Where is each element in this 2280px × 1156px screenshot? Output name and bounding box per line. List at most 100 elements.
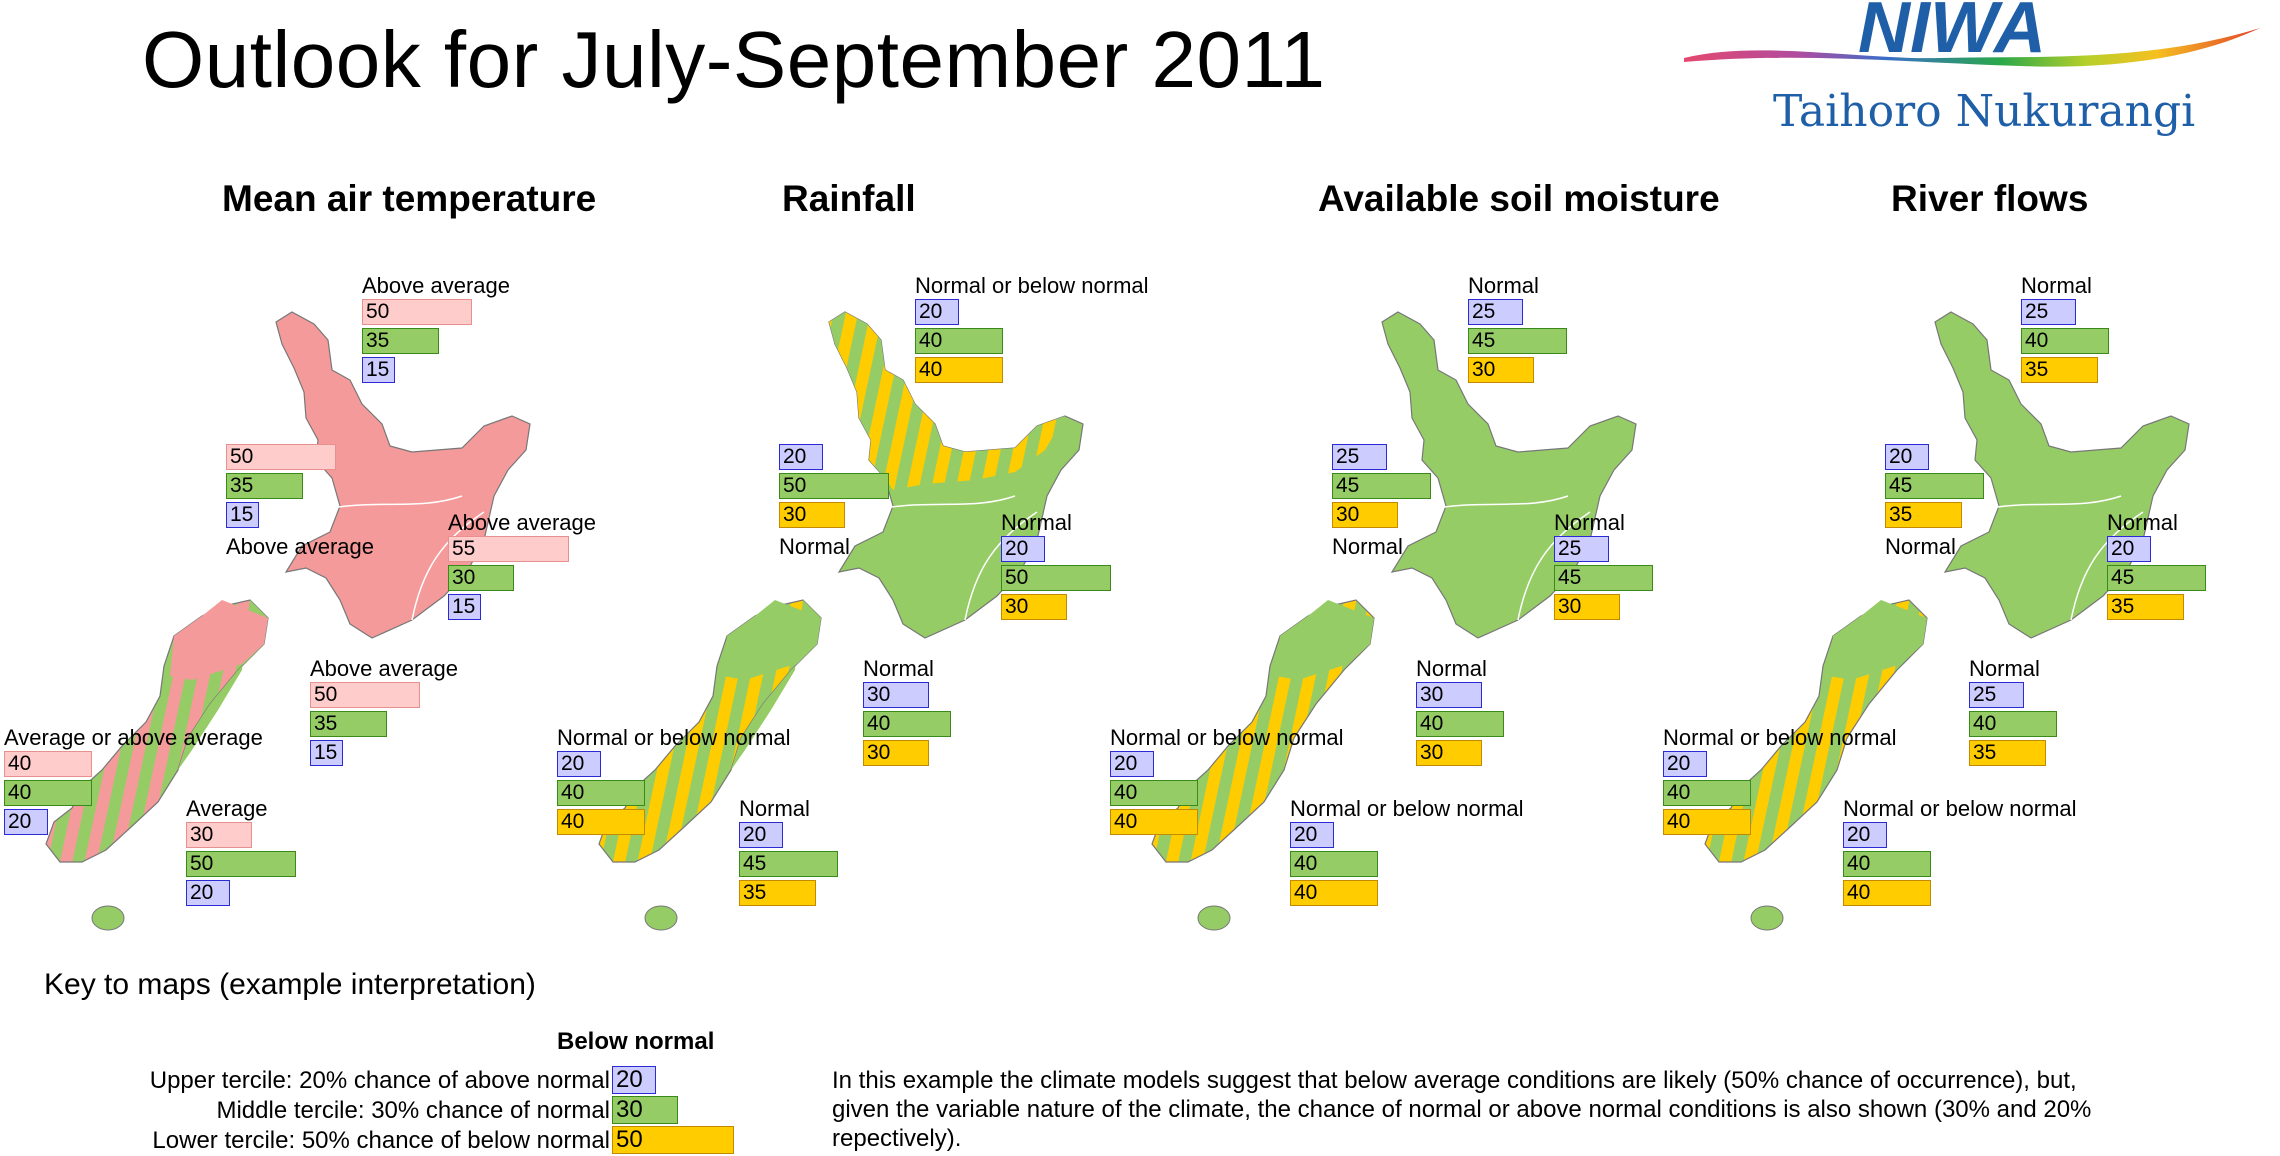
normal-bar: 30 bbox=[448, 565, 514, 591]
normal-bar: 35 bbox=[362, 328, 439, 354]
region-label: Normal or below normal bbox=[557, 725, 791, 750]
above-bar: 50 bbox=[362, 299, 472, 325]
above-bar: 50 bbox=[310, 682, 420, 708]
region-label: Normal bbox=[2107, 510, 2178, 535]
below-bar: 15 bbox=[226, 502, 259, 528]
below-bar: 40 bbox=[1843, 880, 1931, 906]
normal-bar: 40 bbox=[1663, 780, 1751, 806]
temp-map-south bbox=[45, 599, 269, 931]
river-map-south bbox=[1704, 599, 1928, 931]
normal-bar: 35 bbox=[310, 711, 387, 737]
region-label: Normal bbox=[1332, 534, 1403, 559]
region-label: Normal bbox=[1969, 656, 2040, 681]
region-label: Normal or below normal bbox=[1663, 725, 1897, 750]
above-bar: 20 bbox=[739, 822, 783, 848]
above-bar: 20 bbox=[1290, 822, 1334, 848]
below-bar: 30 bbox=[1001, 594, 1067, 620]
below-bar: 35 bbox=[1885, 502, 1962, 528]
region-label: Normal or below normal bbox=[915, 273, 1149, 298]
below-bar: 40 bbox=[1290, 880, 1378, 906]
above-bar: 20 bbox=[1110, 751, 1154, 777]
svg-text:NIWA: NIWA bbox=[1858, 0, 2046, 68]
region-label: Normal or below normal bbox=[1843, 796, 2077, 821]
normal-bar: 45 bbox=[1332, 473, 1431, 499]
normal-bar: 40 bbox=[1843, 851, 1931, 877]
soil-map-islands bbox=[1381, 311, 1637, 639]
above-bar: 25 bbox=[2021, 299, 2076, 325]
logo-subtitle: Taihoro Nukurangi bbox=[1773, 86, 2196, 137]
niwa-logo: NIWA bbox=[1684, 0, 2260, 68]
below-bar: 35 bbox=[2021, 357, 2098, 383]
normal-bar: 45 bbox=[1468, 328, 1567, 354]
region-label: Above average bbox=[226, 534, 374, 559]
region-label: Normal bbox=[863, 656, 934, 681]
normal-bar: 40 bbox=[1290, 851, 1378, 877]
below-bar: 30 bbox=[863, 740, 929, 766]
below-bar: 30 bbox=[1554, 594, 1620, 620]
map-title-temperature: Mean air temperature bbox=[222, 178, 597, 219]
below-bar: 35 bbox=[739, 880, 816, 906]
below-bar: 40 bbox=[557, 809, 645, 835]
key-row-upper: Upper tercile: 20% chance of above norma… bbox=[149, 1067, 610, 1094]
above-bar: 30 bbox=[863, 682, 929, 708]
key-title: Key to maps (example interpretation) bbox=[44, 968, 536, 1001]
above-bar: 30 bbox=[186, 822, 252, 848]
key-bar-lower: 50 bbox=[612, 1126, 734, 1154]
above-bar: 20 bbox=[1001, 536, 1045, 562]
normal-bar: 40 bbox=[915, 328, 1003, 354]
below-bar: 20 bbox=[186, 880, 230, 906]
page-title: Outlook for July-September 2011 bbox=[142, 15, 1326, 104]
below-bar: 15 bbox=[310, 740, 343, 766]
above-bar: 25 bbox=[1969, 682, 2024, 708]
above-bar: 40 bbox=[4, 751, 92, 777]
above-bar: 25 bbox=[1468, 299, 1523, 325]
normal-bar: 40 bbox=[557, 780, 645, 806]
normal-bar: 40 bbox=[1416, 711, 1504, 737]
normal-bar: 40 bbox=[1110, 780, 1198, 806]
normal-bar: 35 bbox=[226, 473, 303, 499]
key-row-middle: Middle tercile: 30% chance of normal bbox=[216, 1097, 610, 1124]
above-bar: 25 bbox=[1332, 444, 1387, 470]
above-bar: 20 bbox=[915, 299, 959, 325]
region-label: Normal bbox=[1001, 510, 1072, 535]
below-bar: 35 bbox=[2107, 594, 2184, 620]
key-bar-middle: 30 bbox=[612, 1096, 678, 1124]
normal-bar: 50 bbox=[186, 851, 296, 877]
normal-bar: 45 bbox=[2107, 565, 2206, 591]
map-title-river-flows: River flows bbox=[1891, 178, 2089, 219]
below-bar: 30 bbox=[1468, 357, 1534, 383]
normal-bar: 50 bbox=[1001, 565, 1111, 591]
above-bar: 20 bbox=[557, 751, 601, 777]
below-bar: 15 bbox=[362, 357, 395, 383]
below-bar: 40 bbox=[1663, 809, 1751, 835]
above-bar: 30 bbox=[1416, 682, 1482, 708]
normal-bar: 45 bbox=[1554, 565, 1653, 591]
region-label: Normal bbox=[1554, 510, 1625, 535]
normal-bar: 40 bbox=[863, 711, 951, 737]
below-bar: 30 bbox=[1332, 502, 1398, 528]
above-bar: 25 bbox=[1554, 536, 1609, 562]
above-bar: 20 bbox=[1885, 444, 1929, 470]
above-bar: 20 bbox=[1663, 751, 1707, 777]
region-label: Above average bbox=[310, 656, 458, 681]
normal-bar: 45 bbox=[739, 851, 838, 877]
above-bar: 50 bbox=[226, 444, 336, 470]
region-label: Normal bbox=[1416, 656, 1487, 681]
key-row-lower: Lower tercile: 50% chance of below norma… bbox=[152, 1127, 610, 1154]
region-label: Above average bbox=[362, 273, 510, 298]
key-bar-upper: 20 bbox=[612, 1066, 656, 1094]
below-bar: 15 bbox=[448, 594, 481, 620]
below-bar: 35 bbox=[1969, 740, 2046, 766]
region-label: Average or above average bbox=[4, 725, 263, 750]
region-label: Normal bbox=[2021, 273, 2092, 298]
rain-map-south bbox=[598, 599, 822, 931]
region-label: Normal bbox=[779, 534, 850, 559]
soil-map-south bbox=[1151, 599, 1375, 931]
map-title-soil-moisture: Available soil moisture bbox=[1318, 178, 1720, 219]
map-title-rainfall: Rainfall bbox=[782, 178, 916, 219]
region-label: Normal or below normal bbox=[1110, 725, 1344, 750]
below-bar: 40 bbox=[1110, 809, 1198, 835]
key-note: In this example the climate models sugge… bbox=[832, 1067, 2092, 1152]
below-bar: 40 bbox=[915, 357, 1003, 383]
